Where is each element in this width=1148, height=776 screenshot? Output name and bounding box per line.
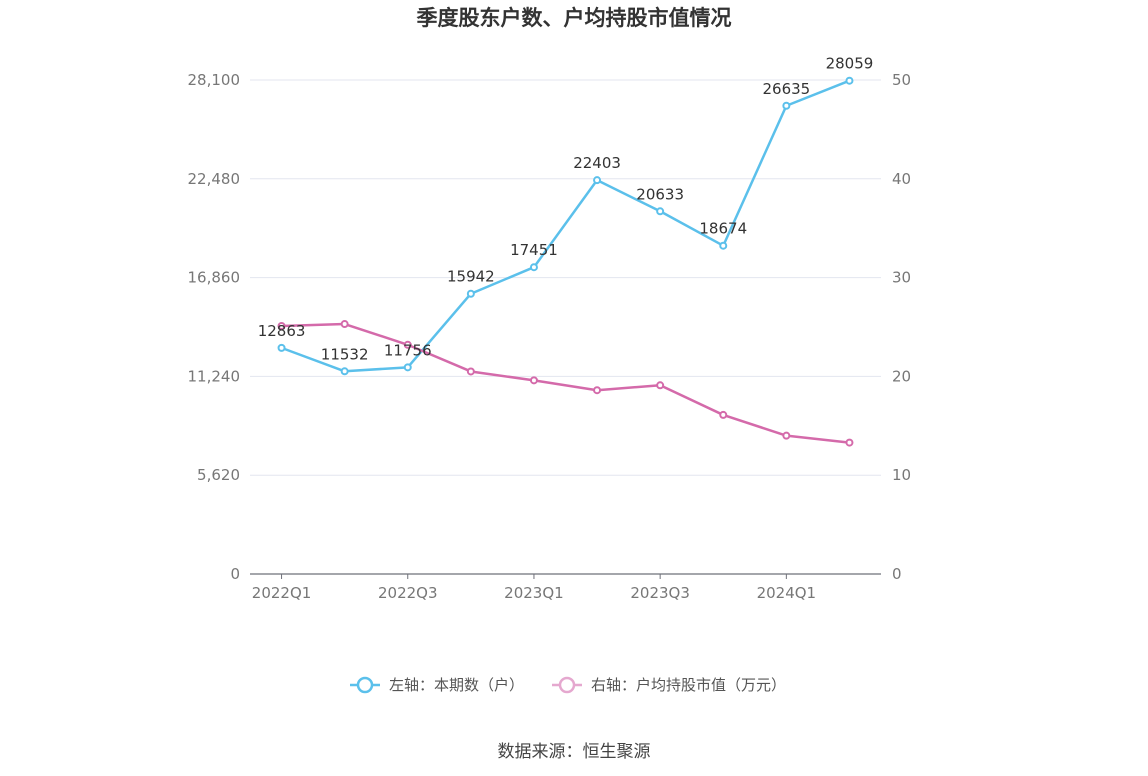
data-point (340, 320, 349, 329)
series (277, 76, 854, 447)
data-label: 22403 (573, 154, 621, 172)
data-label: 11532 (321, 345, 369, 363)
source-text: 数据来源：恒生聚源 (498, 742, 651, 762)
chart-title: 季度股东户数、户均持股市值情况 (417, 6, 732, 30)
data-point (529, 376, 538, 385)
right-axis-tick-label: 0 (892, 565, 902, 583)
left-axis-tick-label: 0 (230, 565, 240, 583)
axes: 0 5,620 11,240 16,860 22,480 28,100 0 10 20 30 40 5… (188, 71, 912, 602)
legend-marker (356, 676, 374, 694)
data-labels: 12863 11532 11756 15942 17451 22403 20633 18674… (258, 55, 874, 364)
legend-label: 右轴：户均持股市值（万元） (591, 676, 786, 694)
data-point (466, 289, 475, 298)
right-axis-tick-label: 10 (892, 466, 911, 484)
x-axis-tick-label: 2022Q1 (252, 584, 312, 602)
series-line-0 (281, 79, 850, 373)
legend-marker (558, 676, 576, 694)
grid (250, 79, 881, 476)
data-point (403, 363, 412, 372)
data-point (845, 76, 854, 85)
data-point (593, 176, 602, 185)
data-label: 11756 (384, 341, 432, 359)
data-label: 26635 (762, 80, 810, 98)
legend-label: 左轴：本期数（户） (389, 676, 524, 694)
left-axis-tick-label: 22,480 (188, 170, 241, 188)
left-axis-tick-label: 16,860 (188, 269, 241, 287)
data-point (593, 386, 602, 395)
data-point (277, 322, 286, 331)
data-label: 17451 (510, 241, 558, 259)
data-point (782, 101, 791, 110)
x-axis-tick-label: 2022Q3 (378, 584, 438, 602)
left-axis-tick-label: 5,620 (197, 466, 240, 484)
right-axis-tick-label: 20 (892, 367, 911, 385)
series-line-1 (281, 322, 850, 444)
data-point (782, 431, 791, 440)
data-point (403, 340, 412, 349)
data-point (719, 241, 728, 250)
data-label: 12863 (258, 322, 306, 340)
data-point (529, 263, 538, 272)
right-axis-tick-label: 30 (892, 269, 911, 287)
x-axis-tick-label: 2024Q1 (757, 584, 817, 602)
data-point (340, 367, 349, 376)
left-axis-tick-label: 28,100 (188, 71, 241, 89)
data-label: 15942 (447, 268, 495, 286)
data-label: 18674 (699, 220, 747, 238)
data-point (845, 438, 854, 447)
data-point (656, 207, 665, 216)
left-axis-tick-label: 11,240 (188, 367, 241, 385)
legend: 左轴：本期数（户） 右轴：户均持股市值（万元） (350, 676, 786, 694)
right-axis-tick-label: 50 (892, 71, 911, 89)
x-axis-tick-label: 2023Q1 (504, 584, 564, 602)
data-point (656, 381, 665, 390)
data-point (719, 410, 728, 419)
data-point (277, 343, 286, 352)
data-point (466, 367, 475, 376)
right-axis-tick-label: 40 (892, 170, 911, 188)
x-axis-tick-label: 2023Q3 (630, 584, 690, 602)
data-label: 28059 (826, 55, 874, 73)
data-label: 20633 (636, 185, 684, 203)
